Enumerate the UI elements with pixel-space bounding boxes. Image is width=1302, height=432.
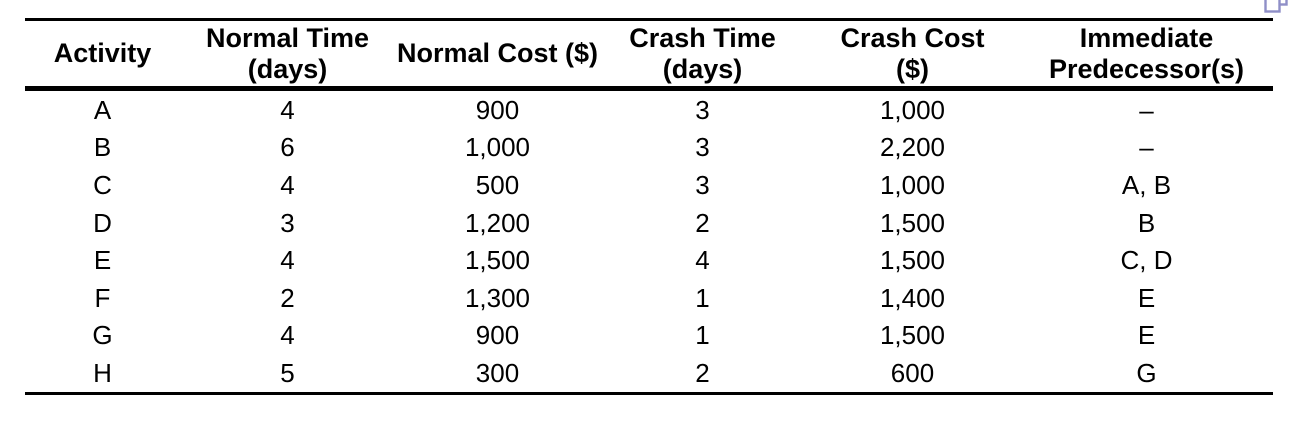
table-header-row: Activity Normal Time (days) Normal Cost … xyxy=(25,19,1273,91)
table-cell: B xyxy=(1137,207,1156,238)
table-cell: 1,400 xyxy=(879,282,946,313)
table-cell: 1 xyxy=(695,320,710,351)
table-cell: 4 xyxy=(280,245,295,276)
table-cell: G xyxy=(92,320,113,351)
table-cell: F xyxy=(94,282,111,313)
table-row: B 6 1,000 3 2,200 – xyxy=(25,129,1273,167)
table-row: F 2 1,300 1 1,400 E xyxy=(25,279,1273,317)
table-cell: 2,200 xyxy=(879,132,946,163)
table-cell: – xyxy=(1139,132,1154,163)
table-cell: E xyxy=(93,245,112,276)
table-cell: 900 xyxy=(475,320,520,351)
table-cell: C, D xyxy=(1120,245,1173,276)
table-cell: E xyxy=(1137,320,1156,351)
table-row: C 4 500 3 1,000 A, B xyxy=(25,166,1273,204)
table-cell: 3 xyxy=(280,207,295,238)
table-cell: 1,500 xyxy=(879,207,946,238)
table-row: D 3 1,200 2 1,500 B xyxy=(25,204,1273,242)
table-cell: 1,300 xyxy=(464,282,531,313)
table-cell: 1,000 xyxy=(879,169,946,200)
table-cell: 1,200 xyxy=(464,207,531,238)
table-row: A 4 900 3 1,000 – xyxy=(25,89,1273,129)
column-header-normal-time: Normal Time (days) xyxy=(180,19,395,91)
table-cell: 300 xyxy=(475,357,520,388)
activity-crash-table: Activity Normal Time (days) Normal Cost … xyxy=(25,18,1273,395)
table-cell: 1 xyxy=(695,282,710,313)
table-row: H 5 300 2 600 G xyxy=(25,354,1273,393)
table-body: A 4 900 3 1,000 – B 6 1,000 3 2,200 – C 4 500 3 1,000 A, … xyxy=(25,89,1273,394)
table-cell: A, B xyxy=(1121,169,1172,200)
popout-window-icon[interactable] xyxy=(1263,0,1289,15)
table-cell: – xyxy=(1139,94,1154,125)
table-row: G 4 900 1 1,500 E xyxy=(25,317,1273,355)
table-cell: 4 xyxy=(695,245,710,276)
table-cell: 500 xyxy=(475,169,520,200)
table-cell: 600 xyxy=(890,357,935,388)
table-cell: G xyxy=(1136,357,1157,388)
table-cell: 4 xyxy=(280,169,295,200)
table-cell: 900 xyxy=(475,94,520,125)
column-header-crash-cost: Crash Cost ($) xyxy=(805,19,1020,91)
table-cell: 3 xyxy=(695,132,710,163)
column-header-activity: Activity xyxy=(25,19,180,91)
column-header-normal-cost: Normal Cost ($) xyxy=(395,19,600,91)
table-cell: 1,500 xyxy=(464,245,531,276)
column-header-crash-time: Crash Time (days) xyxy=(600,19,805,91)
table-cell: 3 xyxy=(695,169,710,200)
table-cell: 1,000 xyxy=(464,132,531,163)
table-cell: 4 xyxy=(280,94,295,125)
table-row: E 4 1,500 4 1,500 C, D xyxy=(25,241,1273,279)
table-cell: A xyxy=(93,94,112,125)
table-cell: H xyxy=(93,357,112,388)
table-cell: B xyxy=(93,132,112,163)
table-cell: 4 xyxy=(280,320,295,351)
table-cell: 2 xyxy=(695,357,710,388)
column-header-immediate-predecessor: Immediate Predecessor(s) xyxy=(1020,19,1273,91)
table-cell: 1,500 xyxy=(879,320,946,351)
table-cell: 1,500 xyxy=(879,245,946,276)
table-cell: E xyxy=(1137,282,1156,313)
table-cell: 1,000 xyxy=(879,94,946,125)
table-cell: 2 xyxy=(280,282,295,313)
table-cell: D xyxy=(93,207,112,238)
table-cell: 3 xyxy=(695,94,710,125)
table-cell: 6 xyxy=(280,132,295,163)
table-cell: 5 xyxy=(280,357,295,388)
table-cell: C xyxy=(93,169,112,200)
table-cell: 2 xyxy=(695,207,710,238)
